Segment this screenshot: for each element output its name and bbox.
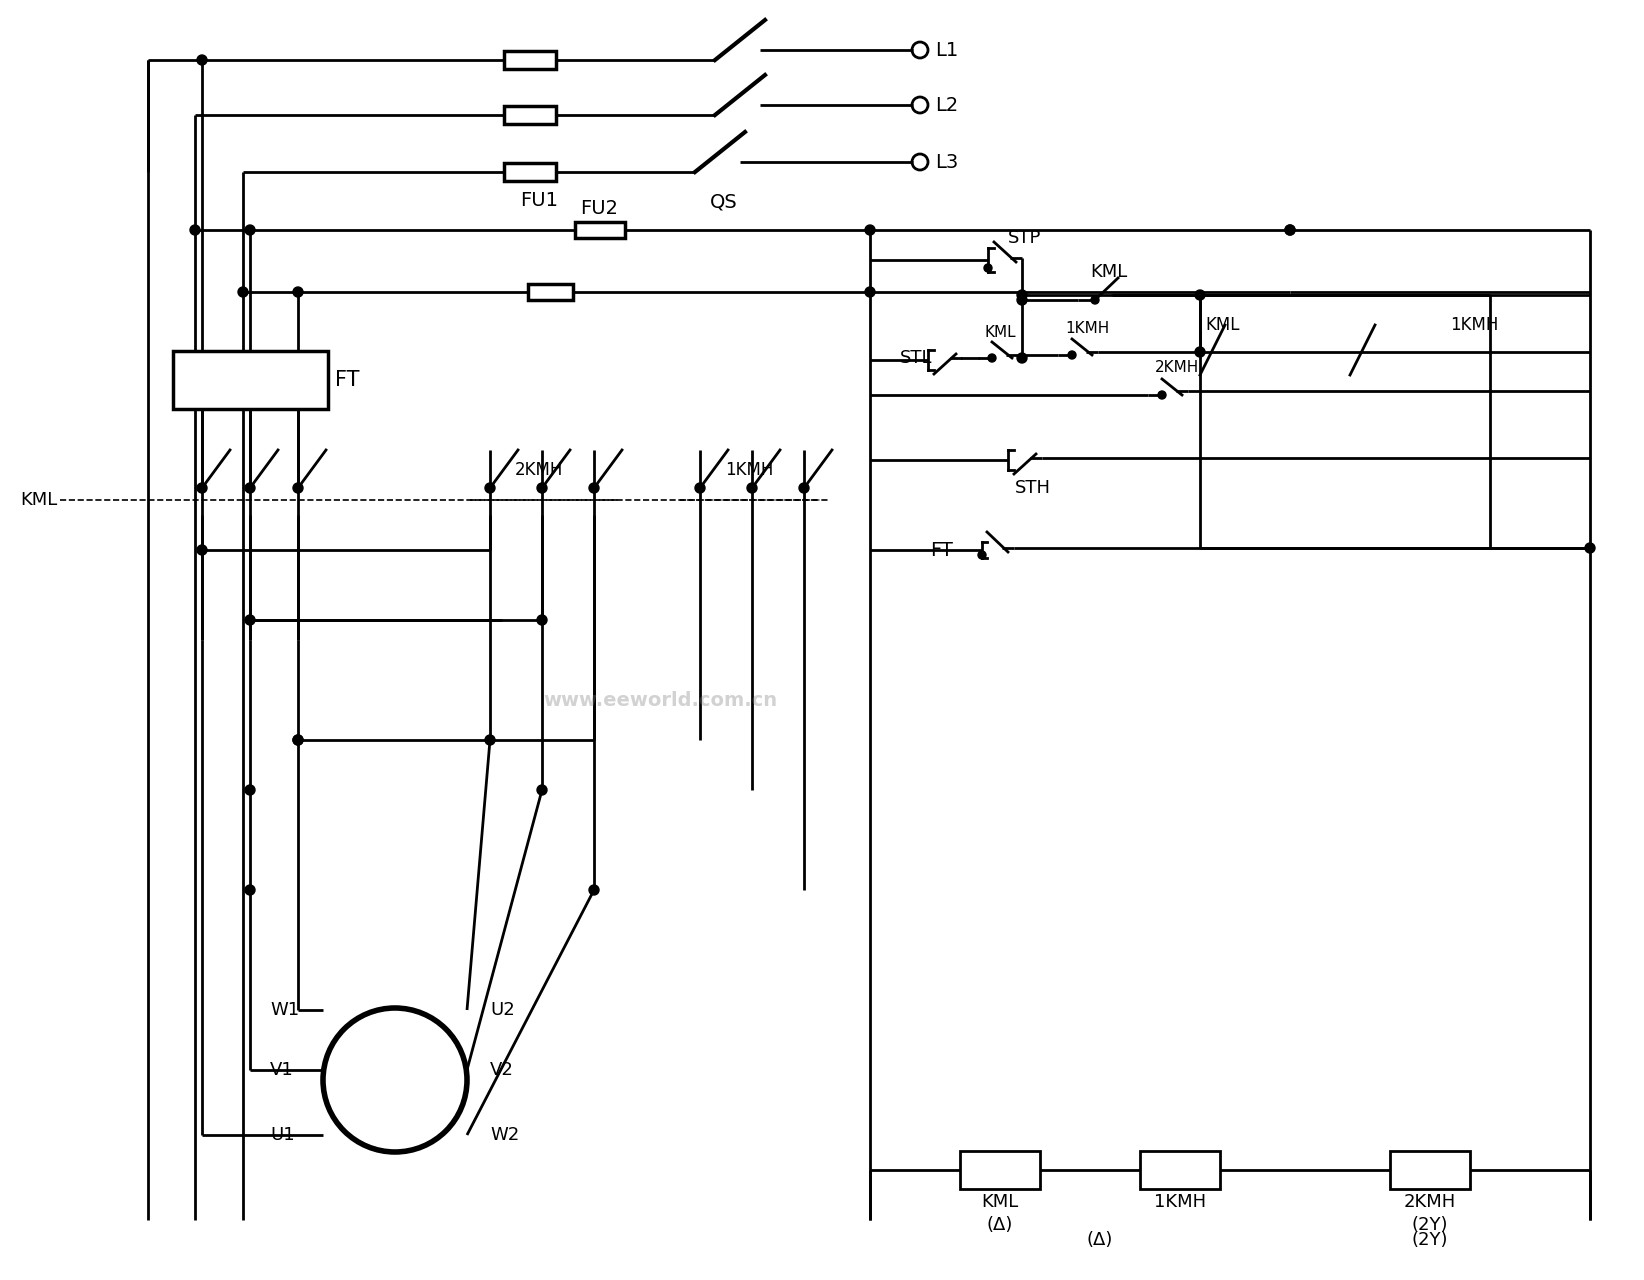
Circle shape [322, 1009, 467, 1152]
Text: FT: FT [931, 540, 954, 559]
Circle shape [985, 264, 991, 273]
Bar [528, 284, 572, 300]
Circle shape [293, 735, 302, 745]
Circle shape [1018, 294, 1028, 305]
Circle shape [1286, 225, 1295, 236]
Circle shape [1195, 347, 1205, 357]
Text: www.eeworld.com.cn: www.eeworld.com.cn [543, 690, 778, 709]
Text: (Δ): (Δ) [986, 1216, 1013, 1234]
Text: 2KMH: 2KMH [1156, 360, 1198, 375]
Circle shape [197, 483, 207, 493]
Circle shape [799, 483, 809, 493]
Text: W2: W2 [490, 1126, 520, 1144]
Text: KML: KML [1205, 316, 1240, 334]
Text: (Δ): (Δ) [1087, 1231, 1113, 1249]
Circle shape [245, 614, 255, 625]
Text: STH: STH [1014, 479, 1051, 497]
Circle shape [245, 785, 255, 795]
Circle shape [293, 735, 302, 745]
Text: FT: FT [335, 370, 360, 390]
Circle shape [538, 785, 547, 795]
Text: STL: STL [899, 349, 932, 367]
Circle shape [1286, 225, 1295, 236]
Text: U1: U1 [270, 1126, 294, 1144]
Bar [575, 221, 625, 238]
Text: L1: L1 [935, 41, 958, 59]
Bar [1139, 1151, 1220, 1189]
Text: W1: W1 [270, 1001, 299, 1019]
Circle shape [695, 483, 705, 493]
Text: V2: V2 [490, 1061, 515, 1079]
Text: 1KMH: 1KMH [1065, 320, 1110, 335]
Text: L2: L2 [935, 96, 958, 114]
Circle shape [1092, 296, 1098, 305]
Circle shape [865, 287, 875, 297]
Text: FU1: FU1 [520, 191, 557, 210]
Circle shape [538, 483, 547, 493]
Circle shape [197, 545, 207, 556]
Circle shape [978, 550, 986, 559]
Text: 1KMH: 1KMH [725, 461, 773, 479]
Circle shape [746, 483, 756, 493]
Text: KML: KML [1090, 262, 1128, 282]
Circle shape [589, 483, 598, 493]
Text: 2KMH: 2KMH [1404, 1193, 1457, 1211]
Circle shape [538, 614, 547, 625]
Text: 1KMH: 1KMH [1154, 1193, 1207, 1211]
Circle shape [238, 287, 248, 297]
Text: V1: V1 [270, 1061, 294, 1079]
Text: KML: KML [981, 1193, 1019, 1211]
Text: 2KMH: 2KMH [515, 461, 564, 479]
Text: L3: L3 [935, 152, 958, 172]
Text: U2: U2 [490, 1001, 515, 1019]
Circle shape [485, 735, 495, 745]
Circle shape [865, 225, 875, 236]
Text: QS: QS [710, 192, 738, 211]
Bar [505, 163, 556, 180]
Circle shape [197, 55, 207, 65]
Bar [505, 106, 556, 124]
Text: FU2: FU2 [580, 198, 618, 218]
Text: STP: STP [1008, 229, 1041, 247]
Circle shape [1157, 390, 1166, 399]
Circle shape [245, 225, 255, 236]
Circle shape [1195, 291, 1205, 300]
Circle shape [293, 483, 302, 493]
Circle shape [1018, 353, 1028, 364]
Bar [1389, 1151, 1470, 1189]
Circle shape [191, 225, 201, 236]
Circle shape [988, 355, 996, 362]
Text: KML: KML [985, 325, 1016, 339]
Circle shape [1018, 291, 1028, 300]
Text: KML: KML [20, 492, 58, 509]
Circle shape [1585, 543, 1595, 553]
Text: (2Y): (2Y) [1412, 1216, 1448, 1234]
Circle shape [1069, 351, 1077, 358]
Circle shape [293, 287, 302, 297]
Bar [960, 1151, 1041, 1189]
Text: (2Y): (2Y) [1412, 1231, 1448, 1249]
Circle shape [245, 884, 255, 895]
Bar [173, 351, 327, 410]
Text: ~: ~ [383, 1084, 406, 1112]
Text: M: M [383, 1053, 408, 1076]
Text: 1KMH: 1KMH [1450, 316, 1498, 334]
Bar [505, 51, 556, 69]
Circle shape [485, 483, 495, 493]
Circle shape [589, 884, 598, 895]
Circle shape [245, 483, 255, 493]
